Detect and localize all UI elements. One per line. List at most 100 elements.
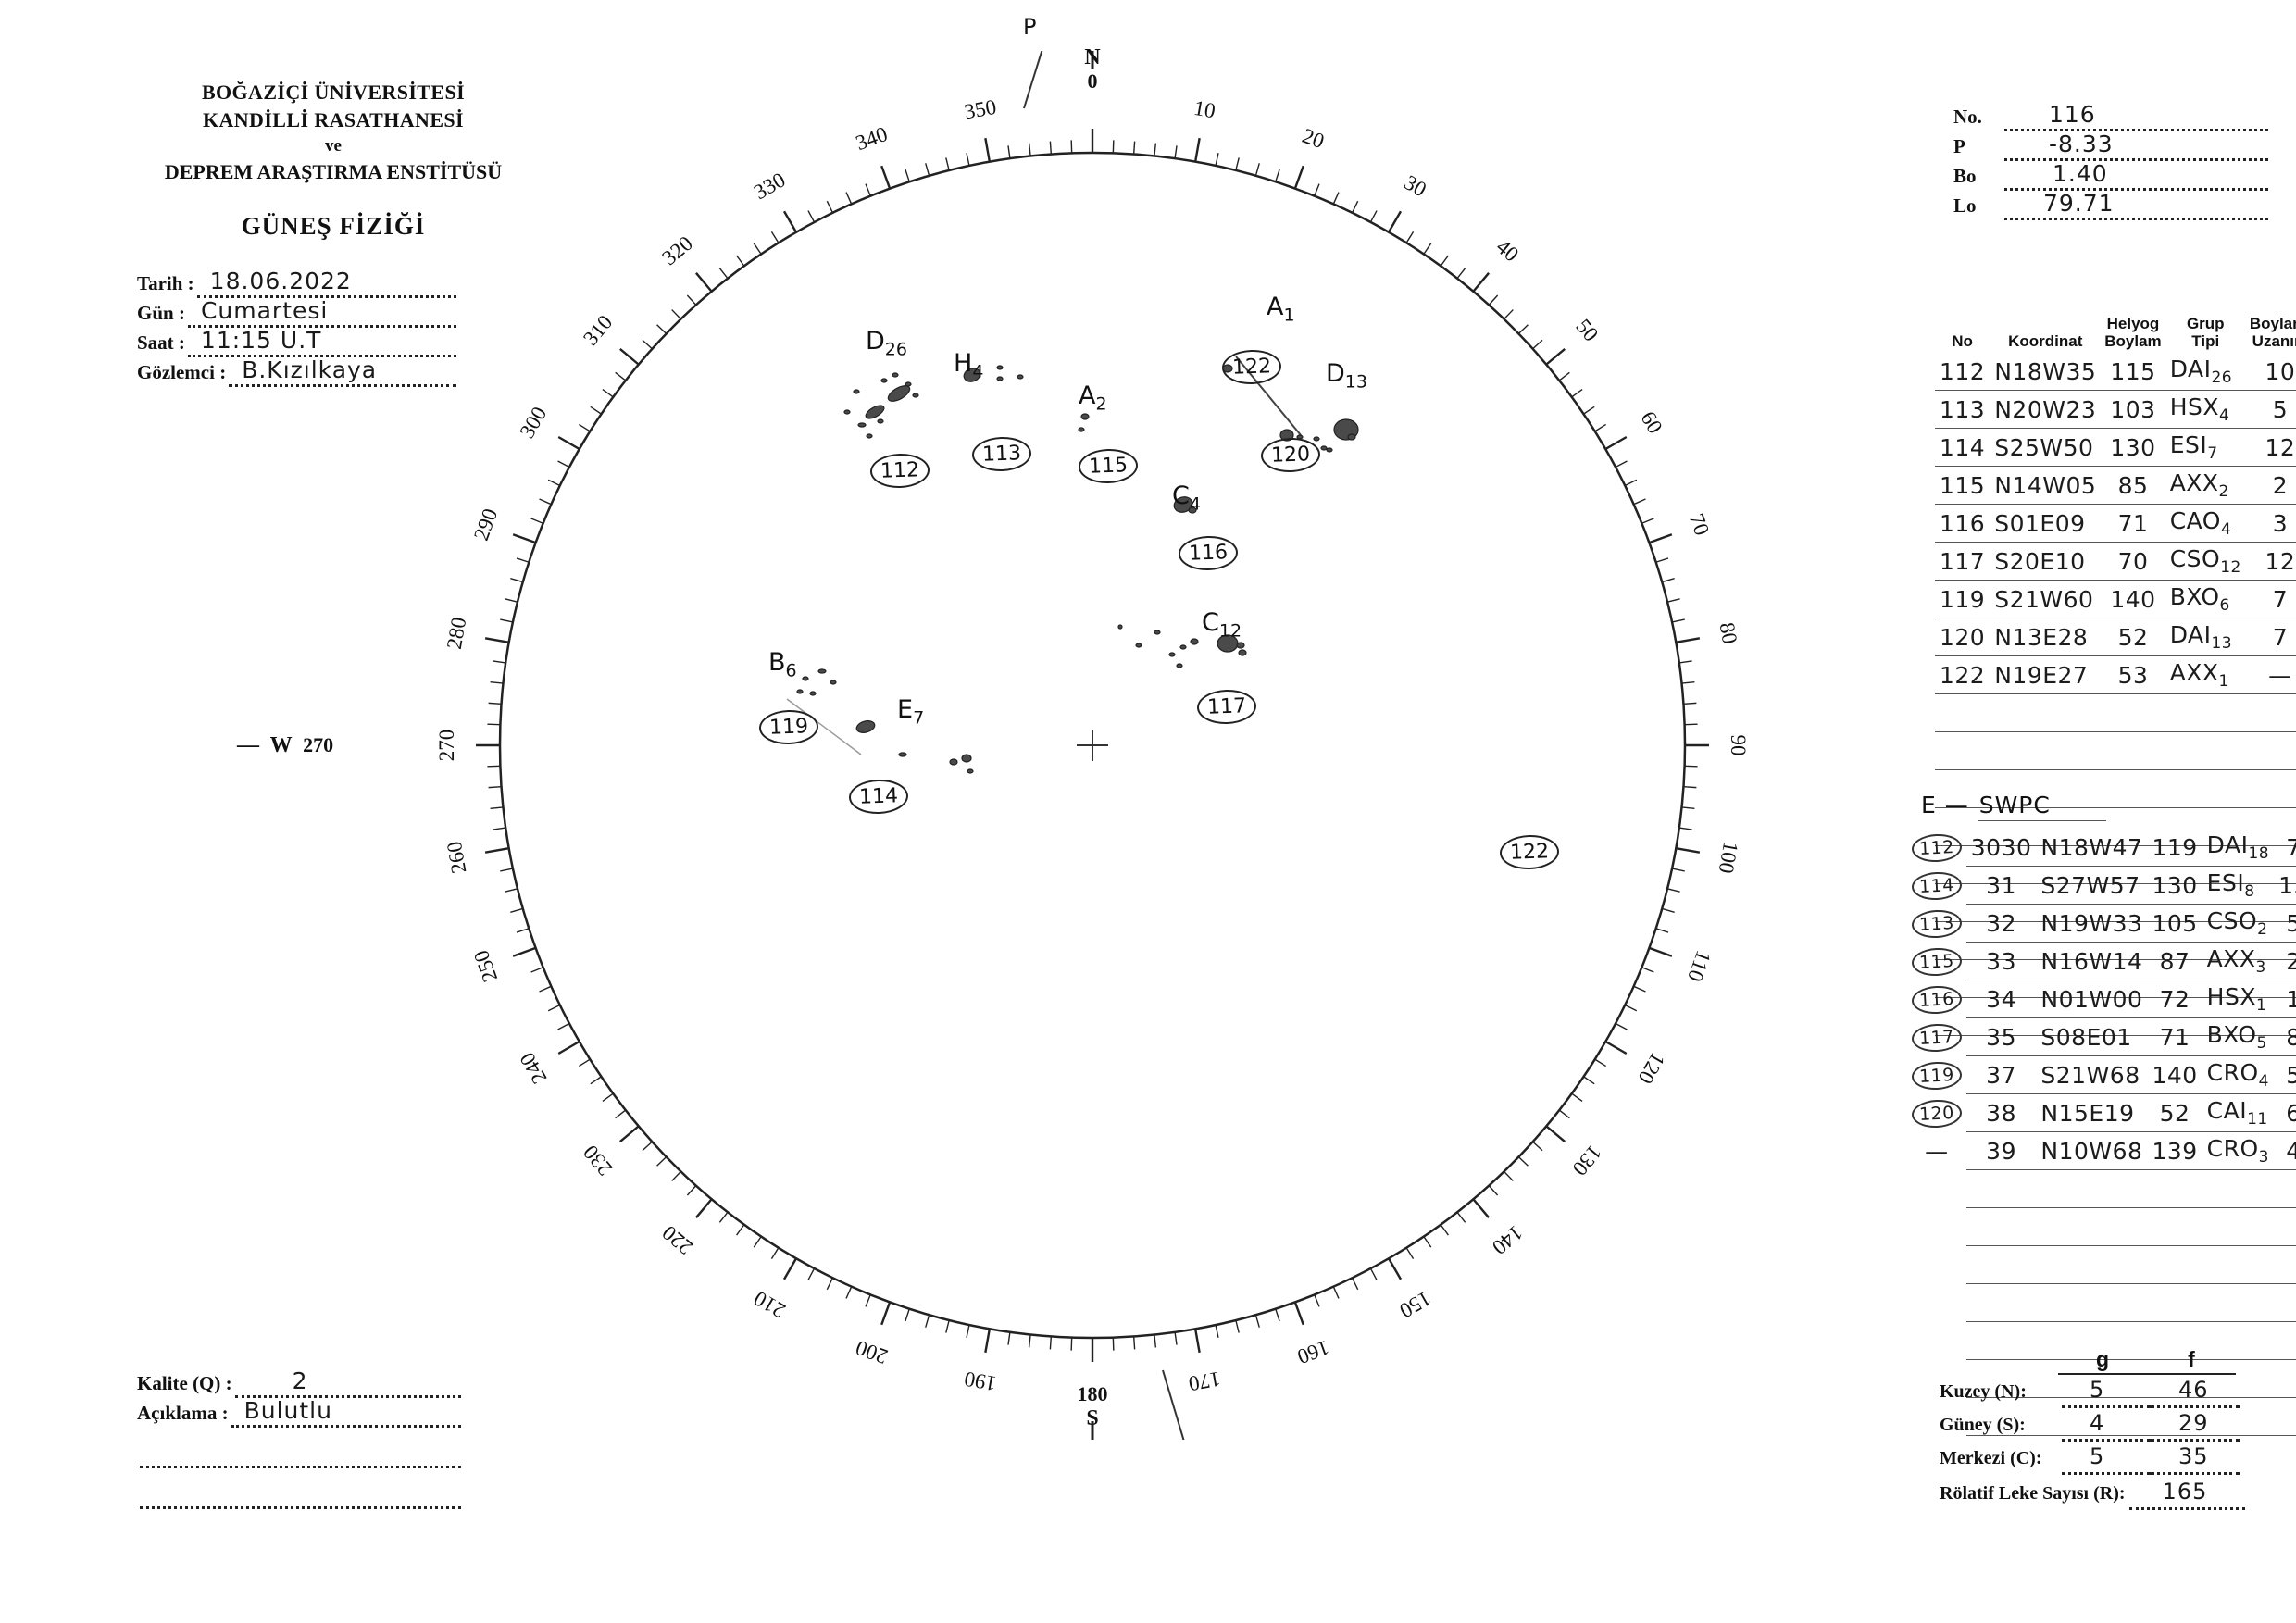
degree-tick-minor [615,371,627,381]
day-field[interactable]: Cumartesi [187,297,456,328]
swpc-row-empty[interactable] [1907,1359,2296,1398]
degree-tick-label: 80 [1716,620,1742,645]
p-field[interactable]: -8.33 [2004,131,2268,161]
swpc-row[interactable]: 112 3030 N18W47 119 DAI18 7 [1907,829,2296,867]
sunspot-mark [865,405,885,419]
gf-header-row: g f [2058,1347,2245,1375]
sunspot-mark [1176,663,1183,668]
no-label: No. [1953,106,1982,128]
summary-g-field[interactable]: 5 [2062,1443,2151,1475]
cell-region-id [1907,1284,1966,1322]
cell-region-id: 112 [1907,829,1966,867]
remark-field[interactable]: Bulutlu [231,1397,461,1428]
cell-boylam: 87 [2147,942,2202,980]
degree-tick-minor [1049,1336,1053,1350]
cell-swpc-number: 3030 [1965,829,2037,867]
degree-tick-label: 110 [1683,947,1716,984]
no-field[interactable]: 116 [2004,101,2268,131]
degree-tick-minor [1683,785,1697,789]
cell-boylam: 70 [2101,542,2165,581]
degree-tick-minor [686,294,697,306]
cell-region-id [1907,1246,1966,1284]
cell-grup-tipi: DAI18 [2202,829,2275,867]
swpc-row[interactable]: 113 32 N19W33 105 CSO2 5 [1907,904,2296,943]
degree-tick-minor [557,460,570,468]
summary-f-field[interactable]: 35 [2151,1443,2240,1475]
sunspot-mark [1279,429,1294,442]
cardinal-west: — W 270 [237,733,334,757]
swpc-row-empty[interactable] [1907,1169,2296,1208]
swpc-row-empty[interactable] [1907,1321,2296,1360]
cell-region-id: 120 [1907,1094,1966,1132]
table-row[interactable]: 120 N13E28 52 DAI13 7 [1935,618,2296,656]
cell-swpc-number: 35 [1965,1017,2037,1056]
degree-tick-minor [807,1267,816,1280]
table-row[interactable]: 114 S25W50 130 ESI7 12 [1935,428,2296,467]
swpc-row[interactable]: 117 35 S08E01 71 BXO5 8 [1907,1017,2296,1056]
bo-field[interactable]: 1.40 [2004,160,2268,191]
degree-tick-minor [505,888,518,893]
header-boylam: Boylam [2104,332,2162,350]
header-grup: Grup [2186,315,2225,332]
cell-koordinat [2036,1207,2148,1246]
summary-f-field[interactable]: 29 [2151,1410,2240,1442]
degree-ticks [476,129,1709,1362]
table-header-row: No Koordinat Helyog Boylam Grup Tipi Boy… [1935,315,2296,353]
swpc-row[interactable]: 119 37 S21W68 140 CRO4 5 [1907,1055,2296,1094]
date-field[interactable]: 18.06.2022 [196,268,456,298]
table-row[interactable]: 115 N14W05 85 AXX2 2 [1935,466,2296,505]
table-row[interactable]: 122 N19E27 53 AXX1— [1935,655,2296,694]
cell-grup-tipi: BXO5 [2202,1017,2275,1056]
summary-g-value: 5 [2090,1443,2105,1469]
degree-tick-minor [615,1109,627,1119]
cardinal-north: N 0 [1084,45,1101,93]
degree-tick-label: 140 [1488,1221,1527,1259]
table-row[interactable]: 113 N20W23 103 HSX4 5 [1935,390,2296,429]
cell-grup-tipi: CRO4 [2202,1055,2275,1094]
group-letter: C [1172,481,1190,510]
degree-tick-minor [845,1286,853,1299]
relative-value: 165 [2162,1479,2208,1504]
degree-tick-minor [1671,618,1685,623]
table-row[interactable]: 117 S20E10 70 CSO12 12 [1935,542,2296,581]
table-row[interactable]: 119 S21W60 140 BXO6 7 [1935,580,2296,618]
degree-tick-minor [905,1308,910,1322]
summary-g-field[interactable]: 5 [2062,1377,2151,1408]
relative-field[interactable]: 165 [2128,1479,2245,1510]
cell-boylam [2147,1283,2202,1322]
degree-tick-minor [671,1170,681,1181]
blank-field-2[interactable] [140,1483,461,1509]
summary-f-field[interactable]: 46 [2151,1377,2240,1408]
table-row-empty[interactable] [1935,731,2296,770]
quality-field[interactable]: 2 [234,1367,461,1398]
degree-tick-minor [925,1315,930,1328]
lo-field[interactable]: 79.71 [2004,190,2268,220]
cell-boylam: 52 [2147,1093,2202,1132]
table-row[interactable]: 116 S01E09 71 CAO4 3 [1935,504,2296,543]
swpc-row[interactable]: 11431S27W57130ESI815 [1907,866,2296,905]
degree-tick-minor [807,210,816,223]
degree-tick-minor [1594,423,1606,432]
header-koordinat: Koordinat [2008,332,2083,350]
degree-tick-minor [753,1236,762,1248]
table-row-empty[interactable] [1935,693,2296,732]
observation-form: Tarih : 18.06.2022 Gün : Cumartesi Saat … [137,268,456,387]
blank-field-1[interactable] [140,1442,461,1468]
table-row-empty[interactable] [1935,769,2296,808]
summary-g-field[interactable]: 4 [2062,1410,2151,1442]
degree-tick-minor [1154,1334,1157,1348]
swpc-row-empty[interactable] [1907,1245,2296,1284]
degree-tick-minor [1275,1308,1280,1322]
observer-field[interactable]: B.Kızılkaya [229,356,456,387]
table-row[interactable]: 112 N18W35 115 DAI26 10 [1935,353,2296,391]
swpc-row[interactable]: 120 38 N15E19 52 CAI11 6 [1907,1093,2296,1132]
swpc-row-empty[interactable] [1907,1283,2296,1322]
swpc-row-empty[interactable] [1907,1397,2296,1436]
swpc-row[interactable]: 116 34 N01W00 72 HSX1 1 [1907,980,2296,1018]
degree-tick-minor [1594,1058,1606,1067]
time-field[interactable]: 11:15 U.T [187,327,456,357]
swpc-row[interactable]: — 39 N10W68 139 CRO3 4 [1907,1131,2296,1170]
swpc-row-empty[interactable] [1907,1207,2296,1246]
swpc-row[interactable]: 115 33 N16W14 87 AXX3 2 [1907,942,2296,980]
degree-tick-minor [686,1185,697,1196]
